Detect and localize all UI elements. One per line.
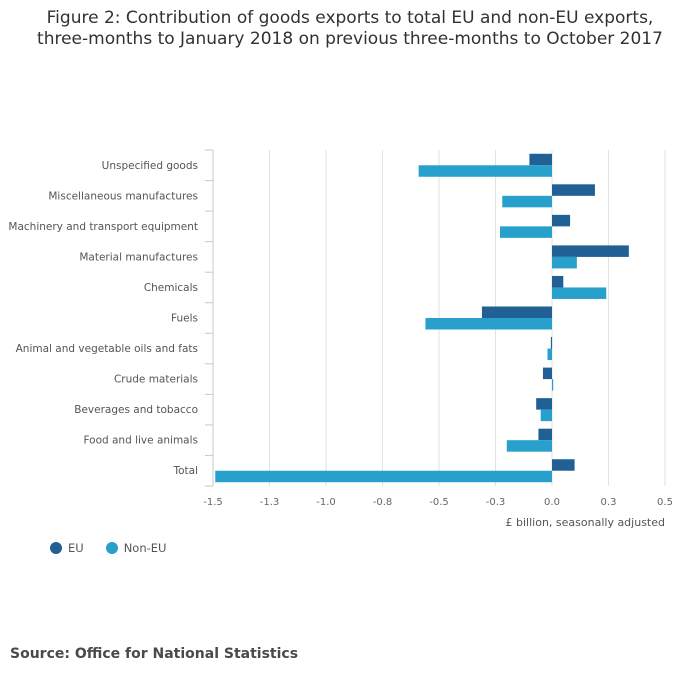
legend-label-non-eu: Non-EU xyxy=(123,541,167,555)
bar-eu[interactable] xyxy=(550,337,553,349)
x-tick-label: -0.8 xyxy=(373,497,393,508)
bar-eu[interactable] xyxy=(552,245,629,257)
category-label: Total xyxy=(172,465,198,477)
bar-chart: -1.5 -1.3 -1.0 -0.8 -0.5 -0.3 0.0 0.3 0.5 £ billi… xyxy=(8,149,673,529)
bar-eu[interactable] xyxy=(529,153,552,166)
bar-non-eu[interactable] xyxy=(552,287,607,299)
x-tick-label: 0.0 xyxy=(544,497,560,508)
x-axis-title: £ billion, seasonally adjusted xyxy=(506,516,665,529)
category-label: Miscellaneous manufactures xyxy=(48,190,198,202)
x-tick-label: 0.5 xyxy=(657,497,673,508)
legend-label-eu: EU xyxy=(68,541,84,555)
bar-non-eu[interactable] xyxy=(418,165,552,177)
bar-eu[interactable] xyxy=(542,367,552,380)
legend-marker-non-eu xyxy=(105,542,118,554)
bar-non-eu[interactable] xyxy=(215,470,552,483)
legend-item-non-eu[interactable]: Non-EU xyxy=(105,541,167,555)
bars xyxy=(215,153,629,483)
bar-non-eu[interactable] xyxy=(502,195,552,208)
category-label: Crude materials xyxy=(114,374,198,386)
legend: EU Non-EU xyxy=(50,541,166,555)
category-label: Beverages and tobacco xyxy=(74,404,198,416)
bar-eu[interactable] xyxy=(538,428,552,441)
chart-title-line1: Figure 2: Contribution of goods exports … xyxy=(46,8,654,28)
legend-item-eu[interactable]: EU xyxy=(50,541,84,555)
labels: -1.5 -1.3 -1.0 -0.8 -0.5 -0.3 0.0 0.3 0.5 £ billi… xyxy=(8,160,673,529)
bar-eu[interactable] xyxy=(552,214,571,227)
legend-marker-eu xyxy=(50,542,62,554)
bar-non-eu[interactable] xyxy=(547,348,552,361)
chart-title: Figure 2: Contribution of goods exports … xyxy=(0,8,700,50)
x-tick-label: -1.3 xyxy=(260,497,280,508)
x-tick-label: 0.3 xyxy=(601,497,617,508)
bar-non-eu[interactable] xyxy=(540,409,552,422)
category-label: Machinery and transport equipment xyxy=(8,221,198,233)
bar-eu[interactable] xyxy=(552,275,564,288)
category-label: Chemicals xyxy=(144,282,198,294)
x-tick-label: -0.5 xyxy=(429,497,449,508)
category-label: Unspecified goods xyxy=(102,160,198,172)
bar-eu[interactable] xyxy=(552,459,575,471)
category-label: Fuels xyxy=(171,313,198,325)
bar-non-eu[interactable] xyxy=(425,318,552,330)
bar-non-eu[interactable] xyxy=(500,226,552,238)
bar-non-eu[interactable] xyxy=(552,379,554,391)
category-label: Food and live animals xyxy=(83,435,198,447)
bar-non-eu[interactable] xyxy=(506,440,552,452)
bar-eu[interactable] xyxy=(552,184,595,196)
x-tick-label: -0.3 xyxy=(486,497,506,508)
axes xyxy=(205,149,214,487)
x-tick-label: -1.0 xyxy=(316,497,336,508)
bar-eu[interactable] xyxy=(481,306,552,319)
chart-title-line2: three-months to January 2018 on previous… xyxy=(37,29,663,49)
source-note: Source: Office for National Statistics xyxy=(10,646,299,662)
category-label: Animal and vegetable oils and fats xyxy=(16,343,198,355)
category-label: Material manufactures xyxy=(79,251,198,263)
bar-non-eu[interactable] xyxy=(552,256,577,269)
bar-eu[interactable] xyxy=(536,398,552,410)
x-tick-label: -1.5 xyxy=(203,497,223,508)
